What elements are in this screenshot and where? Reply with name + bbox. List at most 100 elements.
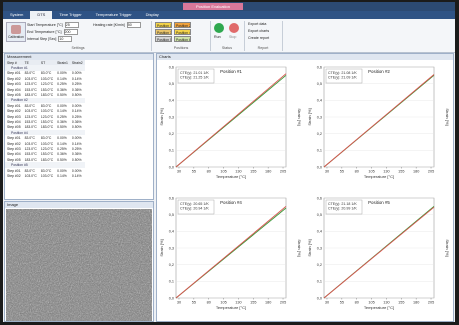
cell: 0.14% bbox=[57, 173, 67, 178]
input-field[interactable]: End Temperature [°C] 200 bbox=[27, 29, 78, 35]
group-row: Position #4 bbox=[5, 130, 85, 136]
cell: 0.00% bbox=[57, 136, 67, 141]
x-tick-label: 30 bbox=[177, 170, 181, 174]
y-tick-label: 0,3 bbox=[317, 246, 322, 250]
data-row[interactable]: Step #04 153.0°C 153.0°C 0.36% 0.36% bbox=[5, 152, 85, 157]
x-tick-label: 155 bbox=[398, 170, 404, 174]
y-tick-label: 0,4 bbox=[317, 99, 322, 103]
tab[interactable]: System bbox=[10, 12, 24, 17]
y-axis-label-right: Strain [%] bbox=[297, 108, 302, 125]
x-tick-label: 130 bbox=[383, 301, 389, 305]
report-button[interactable]: Export data bbox=[248, 22, 267, 26]
cell: 0.14% bbox=[71, 109, 82, 114]
cell: 83.0°C bbox=[24, 136, 35, 141]
heating-rate[interactable]: Heating rate [K/min] 50 bbox=[93, 22, 141, 28]
measurement-table: Step # TE ST Strain1 Strain2 Position #1 Step … bbox=[5, 60, 85, 179]
position-toggle[interactable]: Position 4 bbox=[174, 29, 191, 35]
x-tick-label: 205 bbox=[280, 170, 286, 174]
data-row[interactable]: Step #02 103.0°C 103.0°C 0.14% 0.14% bbox=[5, 109, 85, 114]
cell: Step #05 bbox=[7, 157, 21, 162]
group-label: Status bbox=[221, 46, 233, 50]
series-line bbox=[323, 206, 435, 299]
data-row[interactable]: Step #01 83.0°C 83.0°C 0.00% 0.00% bbox=[5, 71, 85, 76]
cell: Step #01 bbox=[7, 71, 21, 76]
cell: 103.0°C bbox=[40, 173, 54, 178]
calibration-button[interactable]: Calibration bbox=[6, 22, 26, 42]
y-tick-label: 0,1 bbox=[169, 280, 174, 284]
x-tick-label: 30 bbox=[325, 170, 329, 174]
data-row[interactable]: Step #01 83.0°C 83.0°C 0.00% 0.00% bbox=[5, 103, 85, 108]
heating-label: Heating rate [K/min] bbox=[93, 22, 125, 27]
title-bar: Position Evaluation bbox=[3, 2, 455, 11]
data-row[interactable]: Step #03 123.0°C 123.0°C 0.25% 0.25% bbox=[5, 82, 85, 87]
data-row[interactable]: Step #01 83.0°C 83.0°C 0.00% 0.00% bbox=[5, 135, 85, 140]
separator bbox=[151, 21, 152, 51]
y-tick-label: 0,0 bbox=[317, 165, 322, 169]
x-tick-label: 130 bbox=[235, 170, 241, 174]
y-tick-label: 0,0 bbox=[169, 296, 174, 300]
cell: 0.14% bbox=[57, 141, 67, 146]
cell: 183.0°C bbox=[24, 125, 37, 130]
data-row[interactable]: Step #01 83.0°C 83.0°C 0.00% 0.00% bbox=[5, 168, 85, 173]
report-button[interactable]: Export charts bbox=[248, 29, 270, 33]
report-button[interactable]: Create report bbox=[248, 36, 270, 40]
data-row[interactable]: Step #03 123.0°C 123.0°C 0.25% 0.25% bbox=[5, 146, 85, 151]
position-toggle[interactable]: Position 3 bbox=[155, 29, 172, 35]
y-tick-label: 0,2 bbox=[317, 263, 322, 267]
tab[interactable]: Time Trigger bbox=[59, 12, 82, 17]
cell: 0.50% bbox=[71, 125, 82, 130]
position-toggle[interactable]: Position 2 bbox=[174, 22, 191, 28]
group-name: Position #4 bbox=[5, 130, 85, 136]
tab[interactable]: Temperature Trigger bbox=[95, 12, 132, 17]
chart: 0,0 0,1 0,2 0,3 0,4 0,5 0,6 30 55 80 105 130 155 180 2… bbox=[159, 65, 302, 179]
cell: 123.0°C bbox=[24, 82, 37, 87]
group-label: Positions bbox=[173, 46, 189, 50]
run-button[interactable] bbox=[214, 23, 224, 33]
cell: 0.36% bbox=[71, 119, 82, 124]
data-row[interactable]: Step #04 153.0°C 153.0°C 0.36% 0.36% bbox=[5, 87, 85, 92]
cell: 0.25% bbox=[71, 146, 82, 151]
cell: 83.0°C bbox=[24, 168, 35, 173]
tab[interactable]: Display bbox=[145, 12, 159, 17]
data-row[interactable]: Step #02 103.0°C 103.0°C 0.14% 0.14% bbox=[5, 141, 85, 146]
y-tick-label: 0,2 bbox=[169, 263, 174, 267]
legend-box bbox=[177, 68, 215, 84]
x-tick-label: 105 bbox=[220, 170, 226, 174]
data-row[interactable]: Step #02 103.0°C 103.0°C 0.14% 0.14% bbox=[5, 76, 85, 81]
input-field[interactable]: Start Temperature [°C] 25 bbox=[27, 22, 79, 28]
cell: Step #04 bbox=[7, 152, 21, 157]
cell: 0.14% bbox=[71, 141, 82, 146]
cell: 103.0°C bbox=[24, 173, 37, 178]
cell: 0.36% bbox=[57, 152, 67, 157]
position-toggle[interactable]: Position 1 bbox=[155, 22, 172, 28]
cell: 0.00% bbox=[57, 71, 67, 76]
position-label: Position 6 bbox=[176, 38, 191, 42]
position-label: Position 1 bbox=[157, 24, 172, 28]
data-row[interactable]: Step #03 123.0°C 123.0°C 0.25% 0.25% bbox=[5, 114, 85, 119]
y-axis-label-right: Strain [%] bbox=[445, 108, 450, 125]
cell: Step #05 bbox=[7, 93, 21, 98]
x-tick-label: 80 bbox=[355, 301, 359, 305]
cell: 83.0°C bbox=[40, 168, 52, 173]
stop-button[interactable] bbox=[229, 23, 239, 33]
cell: 153.0°C bbox=[24, 87, 37, 92]
cell: Step #01 bbox=[7, 168, 21, 173]
cell: 0.36% bbox=[57, 87, 67, 92]
data-row[interactable]: Step #02 103.0°C 103.0°C 0.14% 0.14% bbox=[5, 173, 85, 178]
chart-title: Position #5 bbox=[368, 200, 390, 205]
tab[interactable]: DTS bbox=[30, 11, 53, 19]
cell: 103.0°C bbox=[40, 109, 54, 114]
x-axis-label: Temperature [°C] bbox=[216, 305, 246, 310]
cell: 83.0°C bbox=[40, 136, 52, 141]
data-row[interactable]: Step #05 183.0°C 183.0°C 0.50% 0.50% bbox=[5, 157, 85, 162]
position-toggle[interactable]: Position 6 bbox=[174, 36, 191, 42]
legend-entry: CTE(y): 20.99 1/K bbox=[328, 207, 357, 211]
separator bbox=[244, 21, 245, 51]
input-field[interactable]: Interval Step [Sec] 10 bbox=[27, 36, 73, 42]
chart-title: Position #1 bbox=[220, 69, 242, 74]
data-row[interactable]: Step #05 183.0°C 183.0°C 0.50% 0.50% bbox=[5, 125, 85, 130]
data-row[interactable]: Step #05 183.0°C 183.0°C 0.50% 0.50% bbox=[5, 92, 85, 97]
position-toggle[interactable]: Position 5 bbox=[155, 36, 172, 42]
data-row[interactable]: Step #04 153.0°C 153.0°C 0.36% 0.36% bbox=[5, 119, 85, 124]
x-tick-label: 30 bbox=[325, 301, 329, 305]
